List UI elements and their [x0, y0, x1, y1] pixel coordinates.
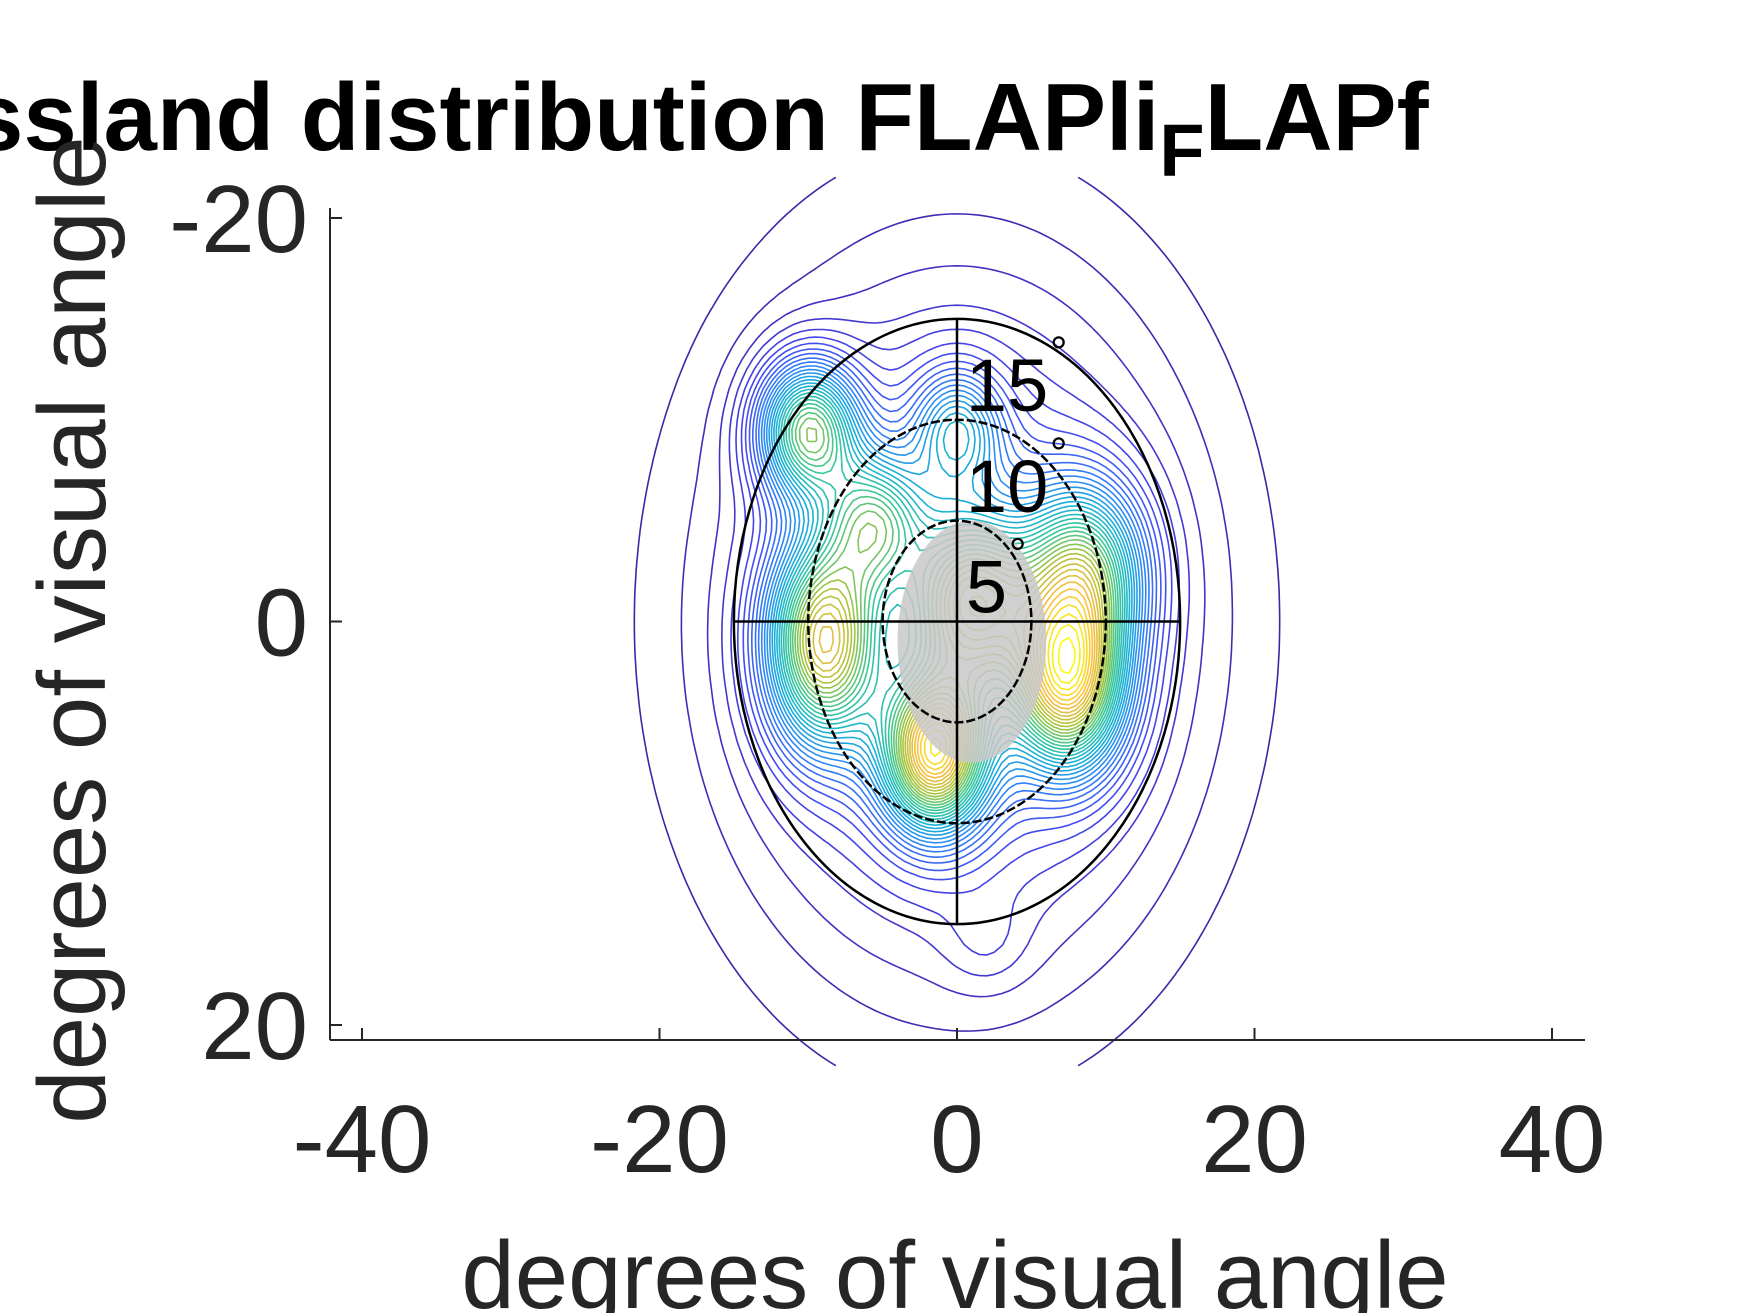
contour-level: [754, 357, 1154, 858]
ring-degree-symbol: °: [1009, 530, 1027, 579]
ring-degree-symbol: °: [1050, 328, 1068, 377]
blind-spot: [897, 520, 1047, 763]
contour-level: [742, 342, 1167, 881]
x-tick-label: -40: [293, 1086, 432, 1193]
contour-level: [1057, 636, 1076, 675]
contour-level: [633, 176, 1281, 1067]
contour-level: [768, 375, 1138, 836]
contour-level: [737, 336, 1173, 894]
y-tick-label: 0: [255, 570, 308, 677]
contour-level: [763, 368, 1144, 844]
x-tick-label: -20: [590, 1086, 729, 1193]
ring-label: 15: [966, 344, 1048, 427]
contour-level: [930, 613, 1085, 757]
chart-title: ssland distribution FLAPliFLAPf: [0, 64, 1430, 192]
contour-level: [773, 382, 1133, 830]
ring-overlay: 5 °10 °15 °: [732, 317, 1182, 926]
x-tick-label: 0: [930, 1086, 983, 1193]
y-tick-label: -20: [169, 166, 308, 273]
x-tick-label: 20: [1201, 1086, 1308, 1193]
ring-degree-symbol: °: [1050, 429, 1068, 478]
contour-level: [1051, 623, 1081, 684]
contour-level: [721, 304, 1191, 977]
contour-level: [765, 372, 1141, 840]
x-tick-label: 40: [1499, 1086, 1606, 1193]
ring-label: 10: [966, 445, 1048, 528]
axes: -40 -20 0 20 40 -20 0 20: [169, 166, 1605, 1193]
contour-level: [770, 378, 1136, 833]
y-tick-label: 20: [201, 973, 308, 1080]
contour-level: [706, 265, 1206, 998]
x-axis-label: degrees of visual angle: [461, 1222, 1448, 1313]
chart-title-sub: F: [1159, 109, 1204, 192]
ring-label: 5: [966, 546, 1007, 629]
chart-title-main: ssland distribution FLAPli: [0, 64, 1159, 171]
contour-level: [680, 213, 1234, 1032]
y-axis-label: degrees of visual angle: [19, 136, 126, 1123]
contour-level: [757, 361, 1150, 853]
contour-level: [747, 348, 1162, 872]
chart-title-tail: LAPf: [1205, 64, 1430, 171]
contour-level: [751, 352, 1158, 864]
